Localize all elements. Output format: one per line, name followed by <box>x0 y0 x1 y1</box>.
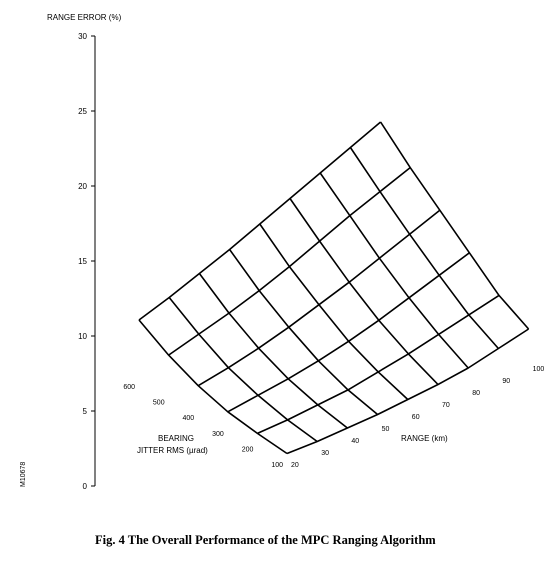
bearing-axis-title-line1: BEARING <box>158 434 194 443</box>
z-ticks: 0 5 10 15 20 25 30 <box>78 32 95 491</box>
bearing-tick-label: 500 <box>153 400 165 407</box>
mesh-line-range-100 <box>379 121 530 330</box>
bearing-tick-label: 600 <box>123 384 135 391</box>
surface-mesh <box>138 121 530 455</box>
bearing-tick-labels: 100 200 300 400 500 600 <box>123 384 283 469</box>
bearing-tick-label: 400 <box>183 415 195 422</box>
mesh-line-range-50 <box>228 249 379 416</box>
z-tick-label: 25 <box>78 107 87 116</box>
range-tick-label: 100 <box>533 366 545 373</box>
z-tick-label: 0 <box>83 482 88 491</box>
z-tick-label: 20 <box>78 182 87 191</box>
range-tick-label: 70 <box>442 402 450 409</box>
mesh-line-bearing-400 <box>197 209 441 387</box>
range-tick-labels: 20 30 40 50 60 70 80 90 100 <box>291 366 544 469</box>
figure-id: M10678 <box>20 462 27 487</box>
range-tick-label: 50 <box>382 426 390 433</box>
mesh-line-range-70 <box>289 198 439 386</box>
range-axis-title: RANGE (km) <box>401 434 448 443</box>
z-tick-label: 30 <box>78 32 87 41</box>
z-tick-label: 10 <box>78 332 87 341</box>
z-tick-label: 15 <box>78 257 87 266</box>
mesh-line-range-80 <box>319 172 469 369</box>
range-tick-label: 90 <box>502 378 510 385</box>
bearing-tick-label: 100 <box>271 462 283 469</box>
mesh-line-range-20 <box>138 319 288 455</box>
bearing-axis-title-line2: JITTER RMS (µrad) <box>137 446 208 455</box>
bearing-tick-label: 300 <box>212 431 224 438</box>
mesh-line-range-40 <box>198 273 348 429</box>
mesh-line-bearing-200 <box>257 294 500 435</box>
range-tick-label: 30 <box>321 450 329 457</box>
mesh-line-range-30 <box>168 296 318 443</box>
range-tick-label: 20 <box>291 462 299 469</box>
figure-caption: Fig. 4 The Overall Performance of the MP… <box>95 533 436 547</box>
range-tick-label: 80 <box>472 390 480 397</box>
mesh-line-bearing-300 <box>227 252 470 413</box>
mesh-line-range-90 <box>349 147 500 350</box>
range-tick-label: 40 <box>351 438 359 445</box>
mesh-line-range-60 <box>259 223 409 401</box>
bearing-tick-label: 200 <box>242 446 254 453</box>
z-tick-label: 5 <box>83 407 88 416</box>
z-axis-title: RANGE ERROR (%) <box>47 13 122 22</box>
range-tick-label: 60 <box>412 414 420 421</box>
